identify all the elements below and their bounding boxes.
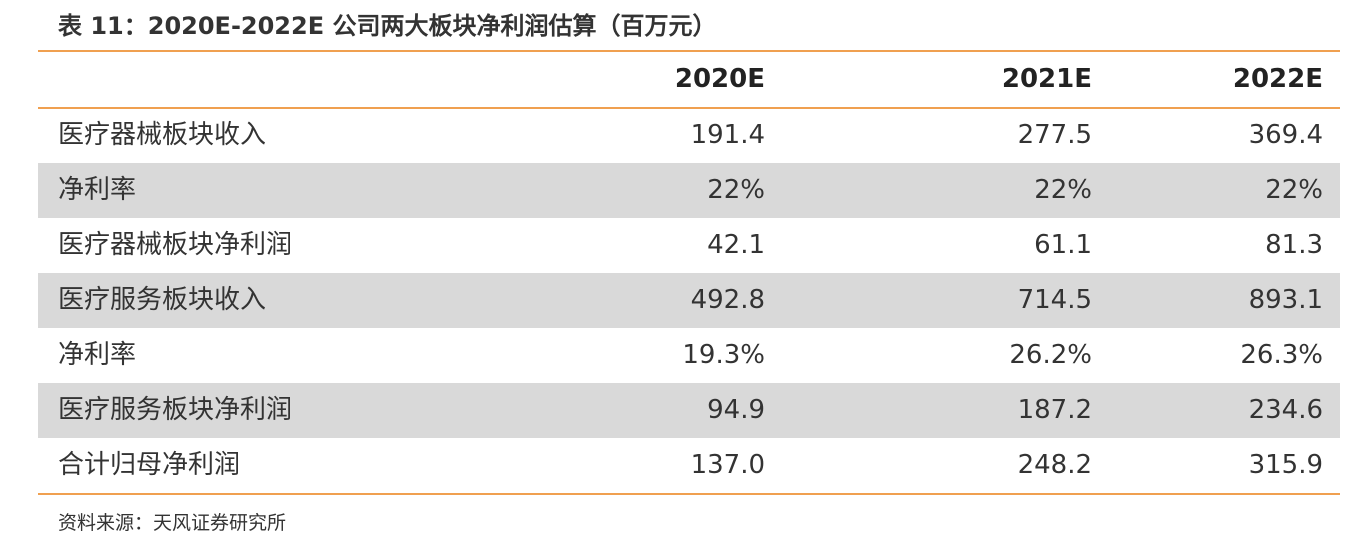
row-label: 医疗器械板块收入 — [58, 120, 267, 150]
source-note: 资料来源：天风证券研究所 — [58, 512, 287, 534]
header-rule — [38, 107, 1340, 109]
cell-value: 19.3% — [682, 340, 765, 370]
cell-value: 26.3% — [1240, 340, 1323, 370]
table-row: 净利率 22% 22% 22% — [38, 163, 1340, 218]
header-row: 2020E 2021E 2022E — [38, 52, 1340, 107]
cell-value: 187.2 — [1017, 395, 1092, 425]
cell-value: 315.9 — [1248, 450, 1323, 480]
cell-value: 369.4 — [1248, 120, 1323, 150]
row-label: 医疗器械板块净利润 — [58, 230, 293, 260]
row-label: 合计归母净利润 — [58, 450, 241, 480]
cell-value: 22% — [1265, 175, 1323, 205]
cell-value: 81.3 — [1265, 230, 1323, 260]
cell-value: 248.2 — [1017, 450, 1092, 480]
cell-value: 191.4 — [690, 120, 765, 150]
bottom-rule — [38, 493, 1340, 495]
cell-value: 42.1 — [707, 230, 765, 260]
cell-value: 234.6 — [1248, 395, 1323, 425]
cell-value: 61.1 — [1034, 230, 1092, 260]
cell-value: 893.1 — [1248, 285, 1323, 315]
cell-value: 26.2% — [1009, 340, 1092, 370]
cell-value: 137.0 — [690, 450, 765, 480]
column-header: 2020E — [674, 64, 765, 94]
cell-value: 22% — [1034, 175, 1092, 205]
cell-value: 22% — [707, 175, 765, 205]
row-label: 净利率 — [58, 175, 137, 205]
table-row: 医疗器械板块收入 191.4 277.5 369.4 — [38, 108, 1340, 163]
table-row: 医疗服务板块净利润 94.9 187.2 234.6 — [38, 383, 1340, 438]
row-label: 医疗服务板块净利润 — [58, 395, 293, 425]
cell-value: 94.9 — [707, 395, 765, 425]
table-row: 合计归母净利润 137.0 248.2 315.9 — [38, 438, 1340, 493]
column-header: 2022E — [1232, 64, 1323, 94]
row-label: 净利率 — [58, 340, 137, 370]
table-row: 净利率 19.3% 26.2% 26.3% — [38, 328, 1340, 383]
table-row: 医疗器械板块净利润 42.1 61.1 81.3 — [38, 218, 1340, 273]
cell-value: 714.5 — [1017, 285, 1092, 315]
table-title: 表 11：2020E-2022E 公司两大板块净利润估算（百万元） — [58, 12, 717, 40]
cell-value: 492.8 — [690, 285, 765, 315]
cell-value: 277.5 — [1017, 120, 1092, 150]
row-label: 医疗服务板块收入 — [58, 285, 267, 315]
column-header: 2021E — [1001, 64, 1092, 94]
top-rule — [38, 50, 1340, 52]
table-row: 医疗服务板块收入 492.8 714.5 893.1 — [38, 273, 1340, 328]
